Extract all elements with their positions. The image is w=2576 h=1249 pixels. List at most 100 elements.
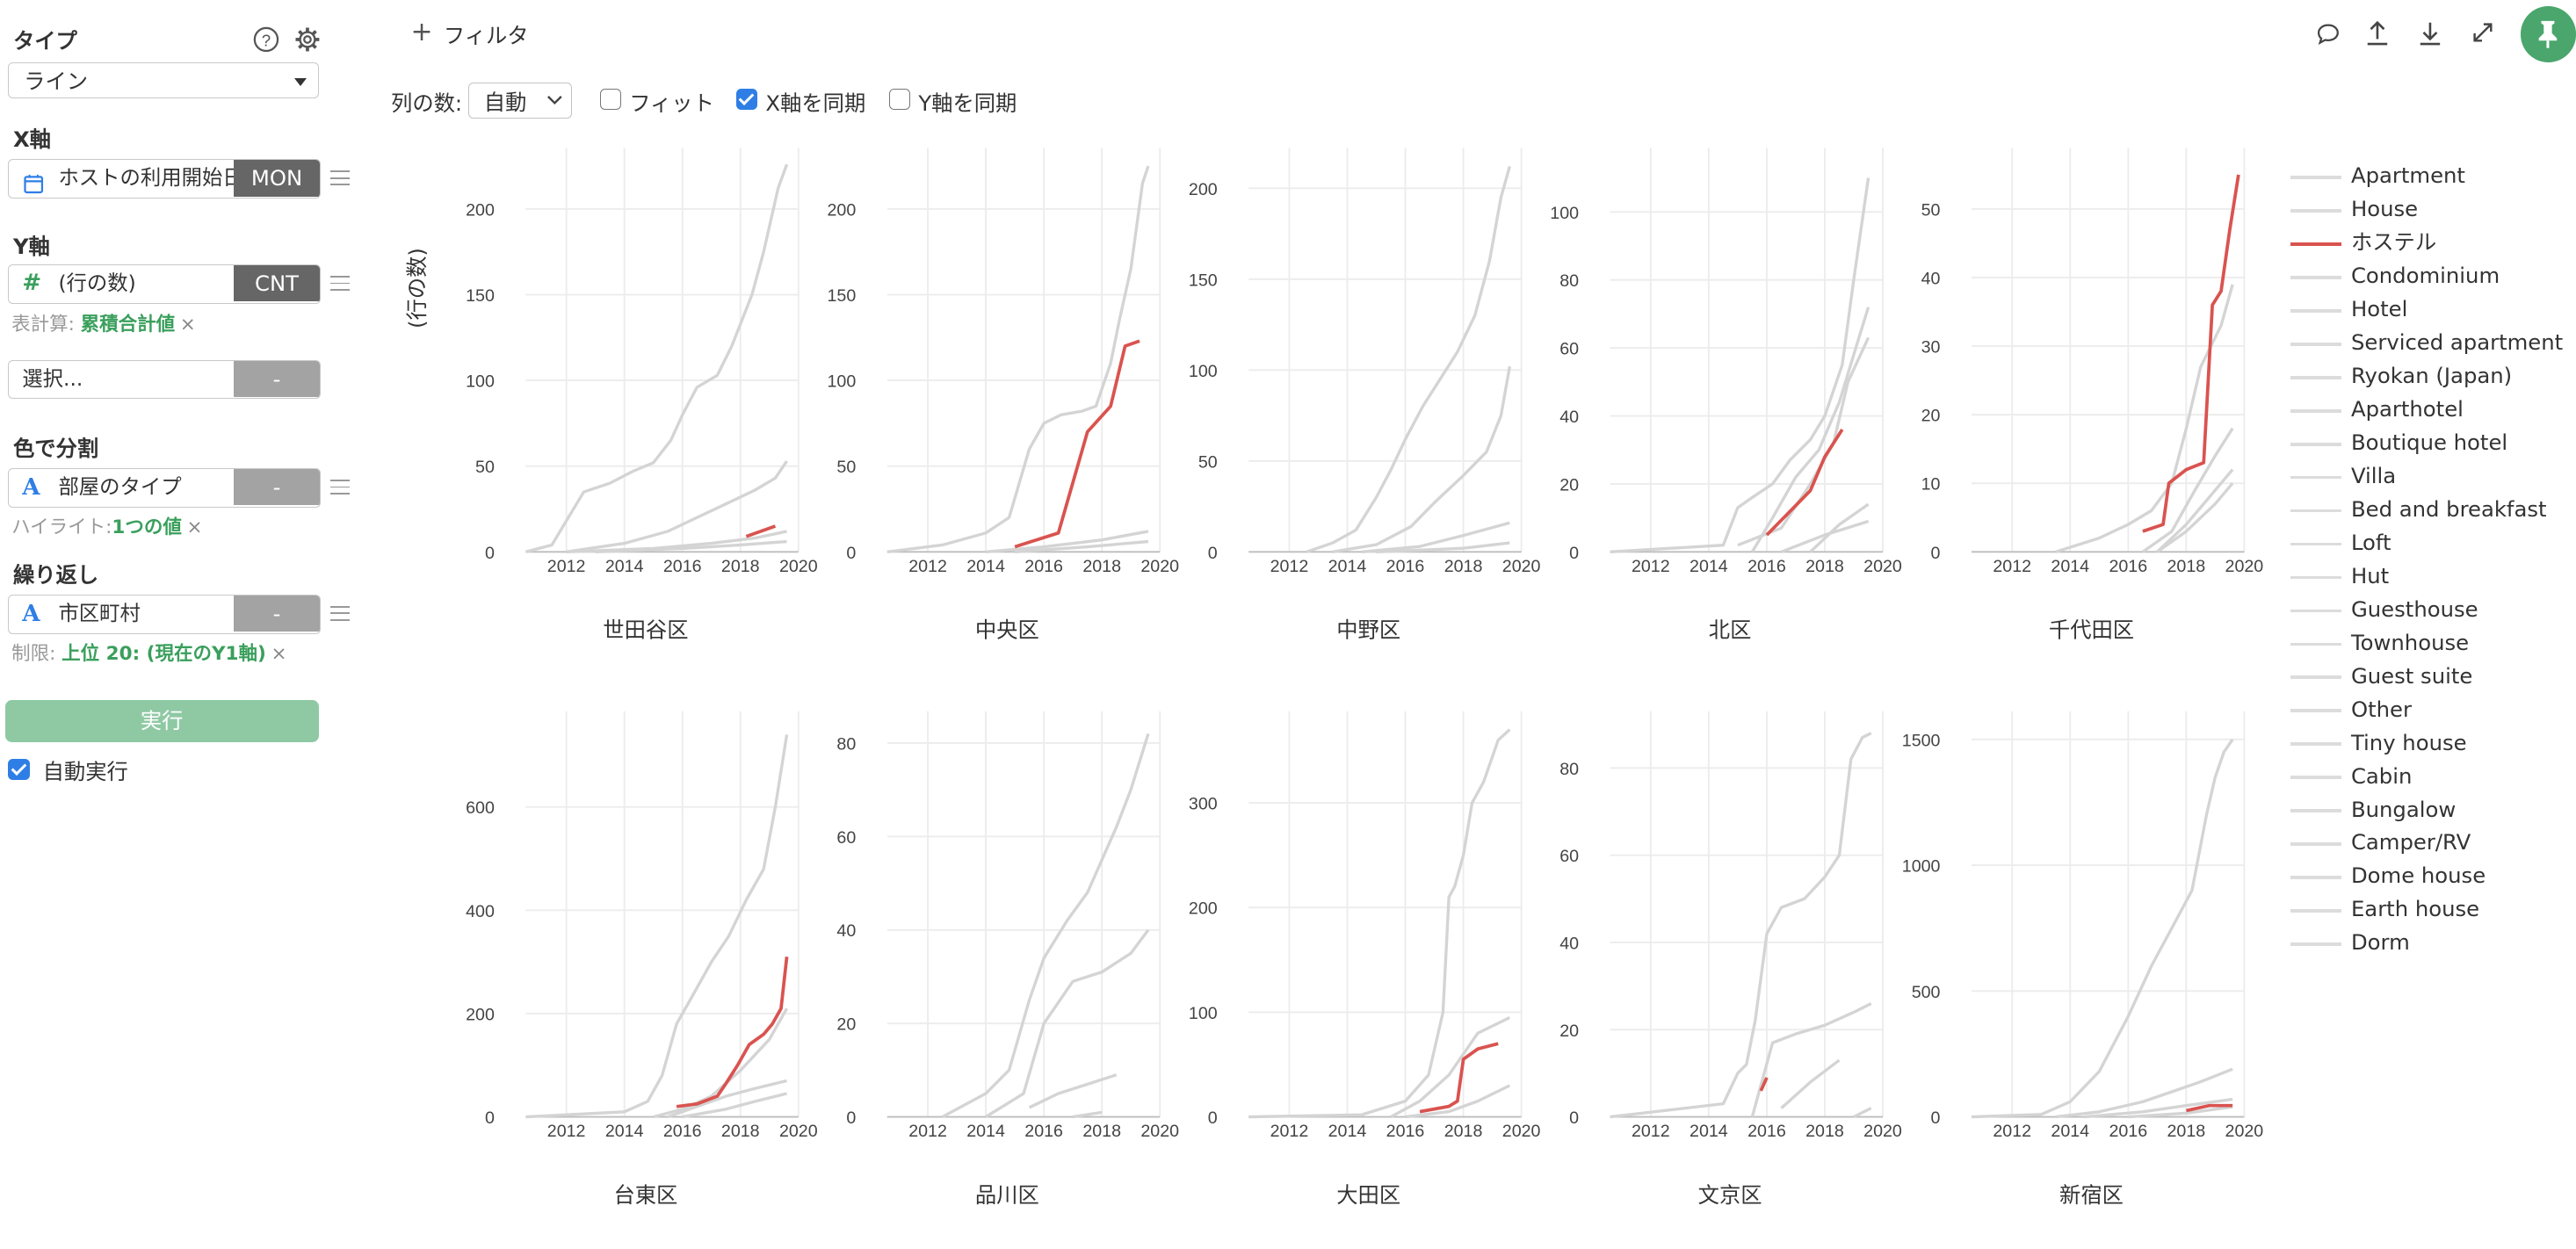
auto-run-checkbox[interactable] <box>8 758 30 781</box>
y-tick-label: 100 <box>1189 1004 1218 1023</box>
legend-swatch <box>2290 542 2341 546</box>
x-axis-menu-icon[interactable] <box>329 170 351 187</box>
legend-item[interactable]: Camper/RV <box>2290 827 2570 860</box>
x-tick-label: 2014 <box>1690 1122 1728 1141</box>
legend-item[interactable]: Ryokan (Japan) <box>2290 361 2570 393</box>
legend-item[interactable]: Aparthotel <box>2290 394 2570 427</box>
y-agg-button[interactable]: CNT <box>234 265 320 302</box>
plus-icon[interactable]: + <box>410 16 433 47</box>
series-line <box>653 1007 789 1119</box>
filter-button[interactable]: フィルタ <box>443 23 529 49</box>
color-menu-icon[interactable] <box>329 480 351 496</box>
y-calc-value[interactable]: 累積合計値 <box>80 313 176 336</box>
legend-item[interactable]: Apartment <box>2290 161 2570 193</box>
series-line-highlight <box>1765 428 1844 537</box>
legend-label: Bed and breakfast <box>2350 495 2547 522</box>
legend-item[interactable]: Bed and breakfast <box>2290 495 2570 527</box>
expand-icon[interactable] <box>2470 19 2496 46</box>
repeat-agg-button[interactable]: - <box>234 595 320 632</box>
legend-label: Guest suite <box>2350 662 2473 689</box>
panel-title: 台東区 <box>613 1182 677 1208</box>
pin-button[interactable] <box>2520 6 2576 63</box>
remove-limit-icon[interactable]: × <box>271 643 287 666</box>
y-tick-label: 0 <box>485 544 495 563</box>
repeat-menu-icon[interactable] <box>329 606 351 623</box>
help-icon[interactable]: ? <box>253 26 279 53</box>
y2-agg-button[interactable]: - <box>234 360 320 397</box>
legend-item[interactable]: Boutique hotel <box>2290 428 2570 460</box>
legend-item[interactable]: Guesthouse <box>2290 595 2570 627</box>
legend-swatch <box>2290 809 2341 813</box>
columns-select[interactable]: 自動 <box>467 82 572 119</box>
legend-swatch <box>2290 909 2341 913</box>
legend-item[interactable]: Hut <box>2290 561 2570 594</box>
legend-item[interactable]: Loft <box>2290 528 2570 560</box>
y-tick-label: 60 <box>1559 847 1579 866</box>
fit-checkbox[interactable] <box>599 88 621 111</box>
y-tick-label: 60 <box>836 828 856 848</box>
y-tick-label: 50 <box>475 458 495 477</box>
y-tick-label: 0 <box>846 1108 856 1128</box>
y-tick-label: 200 <box>1189 180 1218 199</box>
x-tick-label: 2020 <box>1863 1122 1902 1141</box>
run-button[interactable]: 実行 <box>4 699 319 743</box>
color-agg-button[interactable]: - <box>234 468 320 506</box>
x-tick-label: 2016 <box>1024 557 1063 576</box>
y-tick-label: 600 <box>466 798 495 818</box>
highlight-value[interactable]: 1つの値 <box>112 516 182 539</box>
upload-icon[interactable] <box>2364 19 2391 47</box>
legend-item[interactable]: ホステル <box>2290 227 2570 260</box>
sync-x-checkbox[interactable] <box>735 88 758 111</box>
legend-item[interactable]: Cabin <box>2290 762 2570 794</box>
legend-item[interactable]: Townhouse <box>2290 628 2570 661</box>
sync-y-checkbox[interactable] <box>888 88 910 111</box>
remove-calc-icon[interactable]: × <box>179 313 196 336</box>
legend-item[interactable]: Bungalow <box>2290 795 2570 827</box>
columns-label: 列の数: <box>391 90 463 117</box>
y-axis-field[interactable]: # (行の数) CNT <box>8 264 321 304</box>
x-tick-label: 2012 <box>1632 1122 1670 1141</box>
repeat-field[interactable]: A 市区町村 - <box>8 594 321 634</box>
legend-item[interactable]: Dome house <box>2290 861 2570 893</box>
x-tick-label: 2012 <box>1993 557 2031 576</box>
chart-type-select[interactable]: ライン <box>8 62 319 99</box>
x-tick-label: 2020 <box>2225 557 2264 576</box>
limit-value[interactable]: 上位 20: (現在のY1軸) <box>62 643 266 666</box>
legend-item[interactable]: Villa <box>2290 461 2570 494</box>
y-tick-label: 1500 <box>1902 731 1941 750</box>
type-title: タイプ <box>12 28 77 54</box>
legend-swatch <box>2290 575 2341 580</box>
legend-item[interactable]: Hotel <box>2290 294 2570 327</box>
color-field[interactable]: A 部屋のタイプ - <box>8 467 321 508</box>
comment-icon[interactable] <box>2315 21 2341 47</box>
legend-item[interactable]: Dorm <box>2290 928 2570 960</box>
legend-label: Tiny house <box>2350 729 2467 755</box>
series-line <box>1014 539 1149 553</box>
y-tick-label: 0 <box>1931 544 1941 563</box>
y-tick-label: 200 <box>1189 899 1218 919</box>
x-agg-button[interactable]: MON <box>234 160 320 197</box>
legend-item[interactable]: Serviced apartment <box>2290 328 2570 360</box>
gear-icon[interactable] <box>294 26 321 53</box>
legend-item[interactable]: Tiny house <box>2290 728 2570 761</box>
legend-item[interactable]: Other <box>2290 695 2570 727</box>
y-axis-menu-icon[interactable] <box>329 276 351 292</box>
series-line <box>1780 519 1870 553</box>
legend-swatch <box>2290 942 2341 946</box>
remove-highlight-icon[interactable]: × <box>186 516 203 539</box>
legend-item[interactable]: Guest suite <box>2290 661 2570 694</box>
x-tick-label: 2020 <box>2225 1122 2264 1141</box>
y2-select-field[interactable]: 選択... - <box>8 359 321 400</box>
download-icon[interactable] <box>2417 19 2443 47</box>
legend-item[interactable]: House <box>2290 194 2570 227</box>
x-axis-field[interactable]: ホストの利用開始日 MON <box>8 159 321 199</box>
legend-item[interactable]: Earth house <box>2290 894 2570 927</box>
legend-label: Loft <box>2350 529 2391 555</box>
legend-swatch <box>2290 475 2341 480</box>
legend-item[interactable]: Condominium <box>2290 261 2570 293</box>
legend-label: House <box>2350 196 2419 222</box>
series-line <box>525 734 789 1119</box>
series-line <box>1028 1073 1118 1109</box>
x-tick-label: 2016 <box>1386 1122 1425 1141</box>
series-line <box>1610 732 1872 1119</box>
